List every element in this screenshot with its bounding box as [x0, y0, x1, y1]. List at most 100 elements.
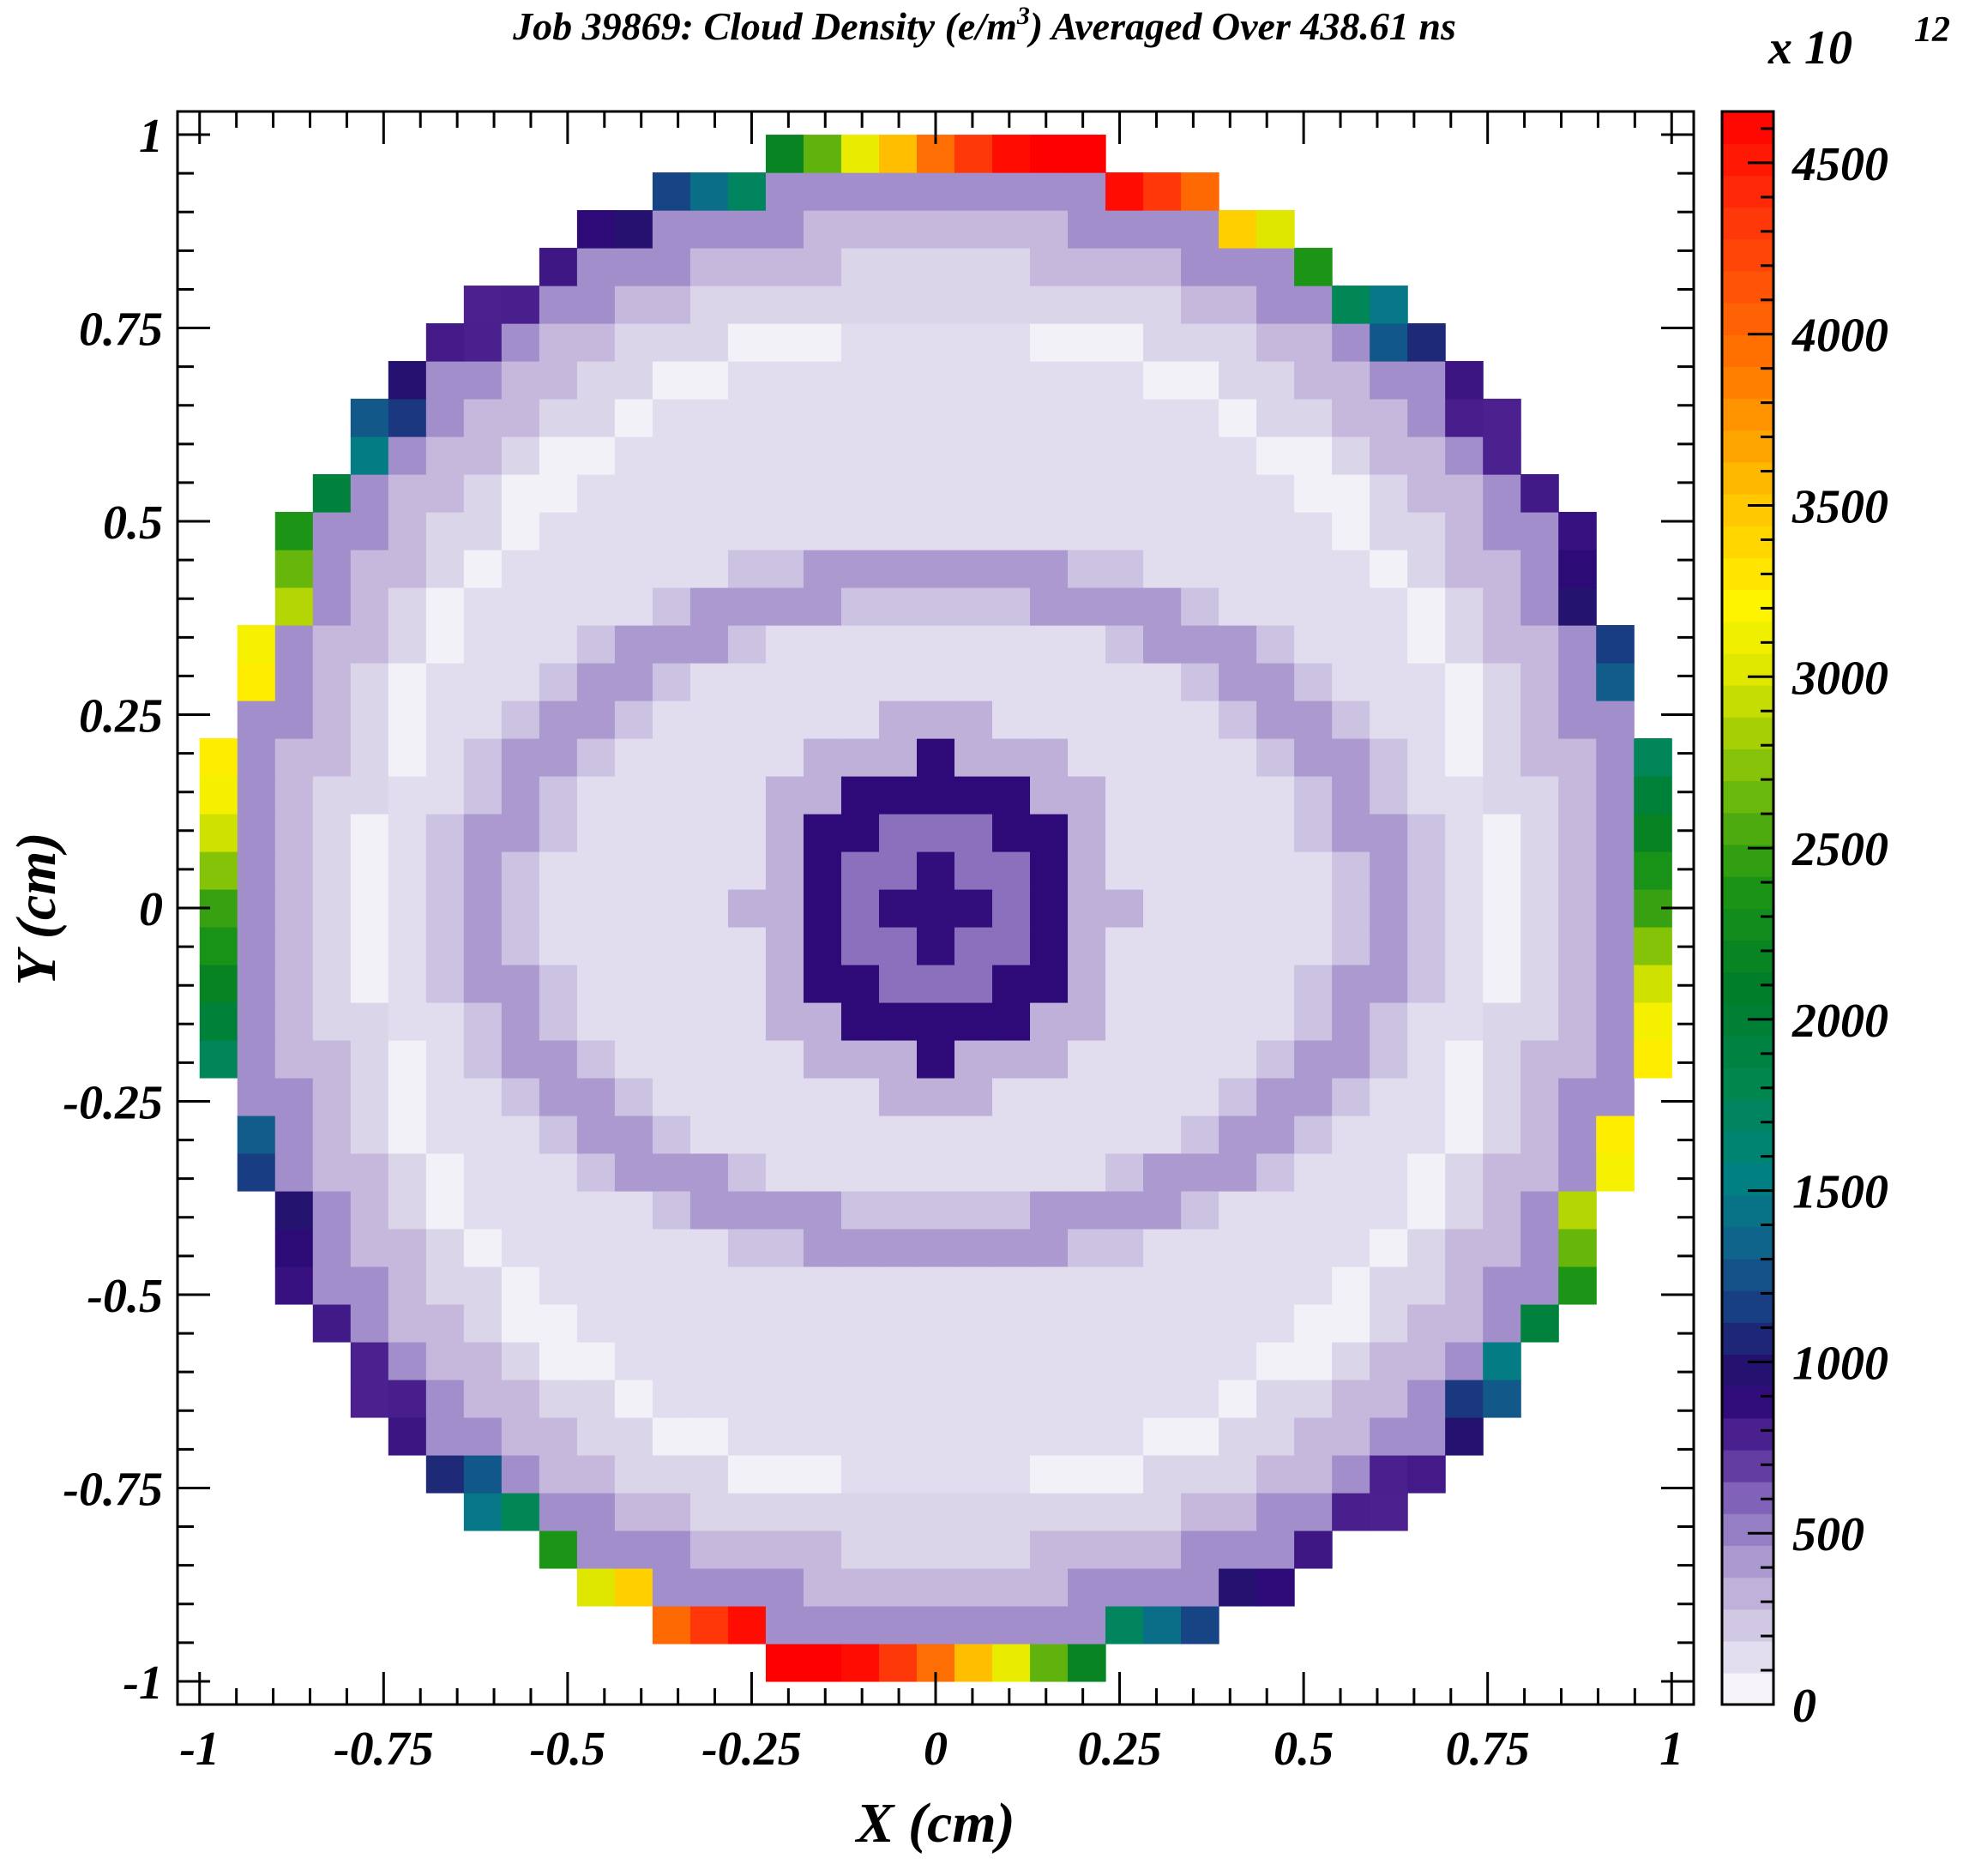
heatmap-cell: [992, 1379, 1031, 1418]
heatmap-cell: [1332, 1492, 1370, 1531]
x-tick-label: 0.5: [1274, 1723, 1334, 1776]
colorbar-band: [1722, 207, 1773, 240]
heatmap-cell: [954, 1567, 993, 1607]
heatmap-cell: [1294, 965, 1333, 1003]
heatmap-cell: [1483, 1228, 1521, 1267]
heatmap-cell: [1181, 361, 1219, 400]
heatmap-cell: [652, 361, 691, 400]
heatmap-cell: [1596, 625, 1635, 664]
heatmap-cell: [1256, 474, 1295, 513]
heatmap-cell: [1030, 1605, 1069, 1645]
heatmap-cell: [1445, 851, 1484, 890]
heatmap-cell: [954, 927, 993, 965]
heatmap-cell: [878, 927, 918, 965]
heatmap-cell: [1143, 1190, 1182, 1230]
heatmap-cell: [1558, 663, 1597, 701]
heatmap-cell: [274, 663, 314, 701]
heatmap-cell: [1030, 776, 1069, 815]
heatmap-cell: [1181, 1228, 1219, 1267]
heatmap-cell: [237, 700, 276, 739]
heatmap-cell: [1143, 587, 1182, 626]
heatmap-cell: [312, 927, 352, 965]
heatmap-cell: [689, 1567, 729, 1607]
heatmap-cell: [1219, 1530, 1257, 1569]
heatmap-cell: [992, 1228, 1031, 1267]
heatmap-cell: [1256, 248, 1295, 286]
heatmap-cell: [916, 1077, 955, 1116]
heatmap-cell: [803, 965, 842, 1003]
heatmap-cell: [539, 1492, 578, 1531]
heatmap-cell: [274, 1039, 314, 1079]
heatmap-cell: [1181, 1303, 1219, 1343]
heatmap-cell: [727, 700, 767, 739]
heatmap-cell: [1030, 474, 1069, 513]
heatmap-cell: [1256, 1228, 1295, 1267]
heatmap-cell: [916, 1605, 955, 1645]
heatmap-cell: [1256, 286, 1295, 324]
colorbar-band: [1722, 334, 1773, 368]
heatmap-cell: [727, 1416, 767, 1456]
heatmap-cell: [1634, 738, 1672, 777]
heatmap-cell: [1068, 1605, 1106, 1645]
heatmap-cell: [727, 851, 767, 890]
heatmap-cell: [1407, 1115, 1446, 1154]
heatmap-cell: [425, 550, 465, 588]
heatmap-cell: [689, 1341, 729, 1380]
heatmap-cell: [614, 851, 653, 890]
heatmap-cell: [1370, 361, 1408, 400]
heatmap-cell: [1445, 700, 1484, 739]
heatmap-cell: [350, 1266, 389, 1305]
heatmap-cell: [689, 776, 729, 815]
heatmap-cell: [1294, 814, 1333, 852]
colorbar-band: [1722, 1258, 1773, 1291]
heatmap-cell: [1294, 399, 1333, 437]
heatmap-cell: [1332, 738, 1370, 777]
heatmap-cell: [1181, 738, 1219, 777]
heatmap-cell: [1370, 399, 1408, 437]
heatmap-cell: [1407, 1152, 1446, 1192]
heatmap-cell: [463, 1190, 503, 1230]
heatmap-cell: [388, 738, 427, 777]
heatmap-cell: [274, 889, 314, 928]
heatmap-cell: [765, 1567, 804, 1607]
heatmap-cell: [539, 323, 578, 362]
heatmap-cell: [237, 889, 276, 928]
heatmap-cell: [803, 1416, 842, 1456]
heatmap-cell: [916, 248, 955, 286]
heatmap-cell: [1143, 1266, 1182, 1305]
heatmap-cell: [425, 323, 465, 362]
heatmap-cell: [803, 323, 842, 362]
heatmap-cell: [1558, 550, 1597, 588]
heatmap-cell: [1256, 361, 1295, 400]
heatmap-cell: [614, 738, 653, 777]
heatmap-cell: [954, 323, 993, 362]
heatmap-cell: [237, 1001, 276, 1041]
heatmap-cell: [576, 361, 616, 400]
x-tick-label: 0.25: [1078, 1723, 1162, 1776]
heatmap-cell: [614, 474, 653, 513]
heatmap-cell: [1332, 1077, 1370, 1116]
heatmap-cell: [727, 965, 767, 1003]
heatmap-cell: [765, 1643, 804, 1682]
heatmap-cell: [1634, 1039, 1672, 1079]
heatmap-cell: [878, 738, 918, 777]
heatmap-cell: [1105, 663, 1144, 701]
heatmap-cell: [652, 286, 691, 324]
heatmap-cell: [992, 587, 1031, 626]
heatmap-cell: [1370, 738, 1408, 777]
heatmap-cell: [1445, 474, 1484, 513]
heatmap-cell: [274, 965, 314, 1003]
heatmap-cell: [840, 1492, 880, 1531]
heatmap-cell: [312, 1077, 352, 1116]
heatmap-cell: [954, 1266, 993, 1305]
heatmap-cell: [614, 663, 653, 701]
heatmap-cell: [1483, 814, 1521, 852]
heatmap-cell: [501, 436, 540, 475]
heatmap-cell: [652, 210, 691, 249]
heatmap-cell: [689, 1039, 729, 1079]
heatmap-cell: [878, 1416, 918, 1456]
heatmap-cell: [1483, 776, 1521, 815]
heatmap-cell: [765, 1115, 804, 1154]
heatmap-cell: [992, 474, 1031, 513]
heatmap-cell: [1407, 1303, 1446, 1343]
